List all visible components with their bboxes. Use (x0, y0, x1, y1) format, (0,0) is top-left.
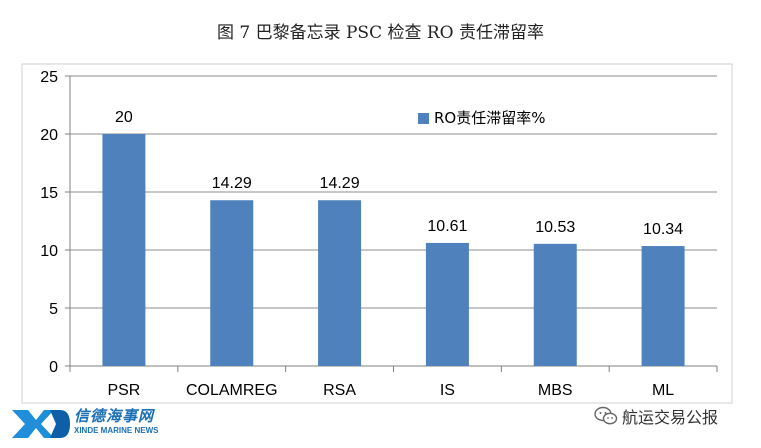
x-tick-label: ML (652, 382, 674, 399)
x-tick-label: COLAMREG (186, 382, 278, 399)
y-tick-label: 10 (40, 243, 58, 260)
bar-is (425, 242, 469, 366)
xinde-logo (12, 410, 70, 438)
wechat-icon (594, 406, 618, 425)
x-tick-label: PSR (107, 382, 140, 399)
legend-swatch (418, 113, 429, 124)
data-label: 10.61 (427, 218, 467, 235)
data-label: 20 (115, 109, 133, 126)
data-label: 14.29 (320, 175, 360, 192)
data-label: 10.53 (535, 219, 575, 236)
bar-ml (641, 246, 685, 366)
bar-rsa (318, 200, 362, 366)
bar-psr (102, 134, 146, 366)
y-tick-label: 5 (49, 301, 58, 318)
y-tick-label: 25 (40, 69, 58, 86)
chart-frame (21, 63, 733, 404)
x-tick-label: IS (440, 382, 455, 399)
y-tick-label: 20 (40, 127, 58, 144)
watermark-cn: 信德海事网 (74, 407, 155, 425)
bar-mbs (533, 243, 577, 366)
bar-colamreg (210, 200, 254, 366)
watermark-en: XINDE MARINE NEWS (74, 426, 159, 435)
y-tick-label: 15 (40, 185, 58, 202)
data-label: 14.29 (212, 175, 252, 192)
watermark-right-text: 航运交易公报 (622, 408, 719, 427)
data-label: 10.34 (643, 221, 683, 238)
y-tick-label: 0 (49, 359, 58, 376)
watermark-right: 航运交易公报 (594, 404, 718, 428)
x-tick-label: RSA (323, 382, 356, 399)
x-tick-label: MBS (538, 382, 573, 399)
chart-title: 图 7 巴黎备忘录 PSC 检查 RO 责任滞留率 (216, 23, 545, 43)
legend-label: RO责任滞留率% (434, 109, 545, 127)
